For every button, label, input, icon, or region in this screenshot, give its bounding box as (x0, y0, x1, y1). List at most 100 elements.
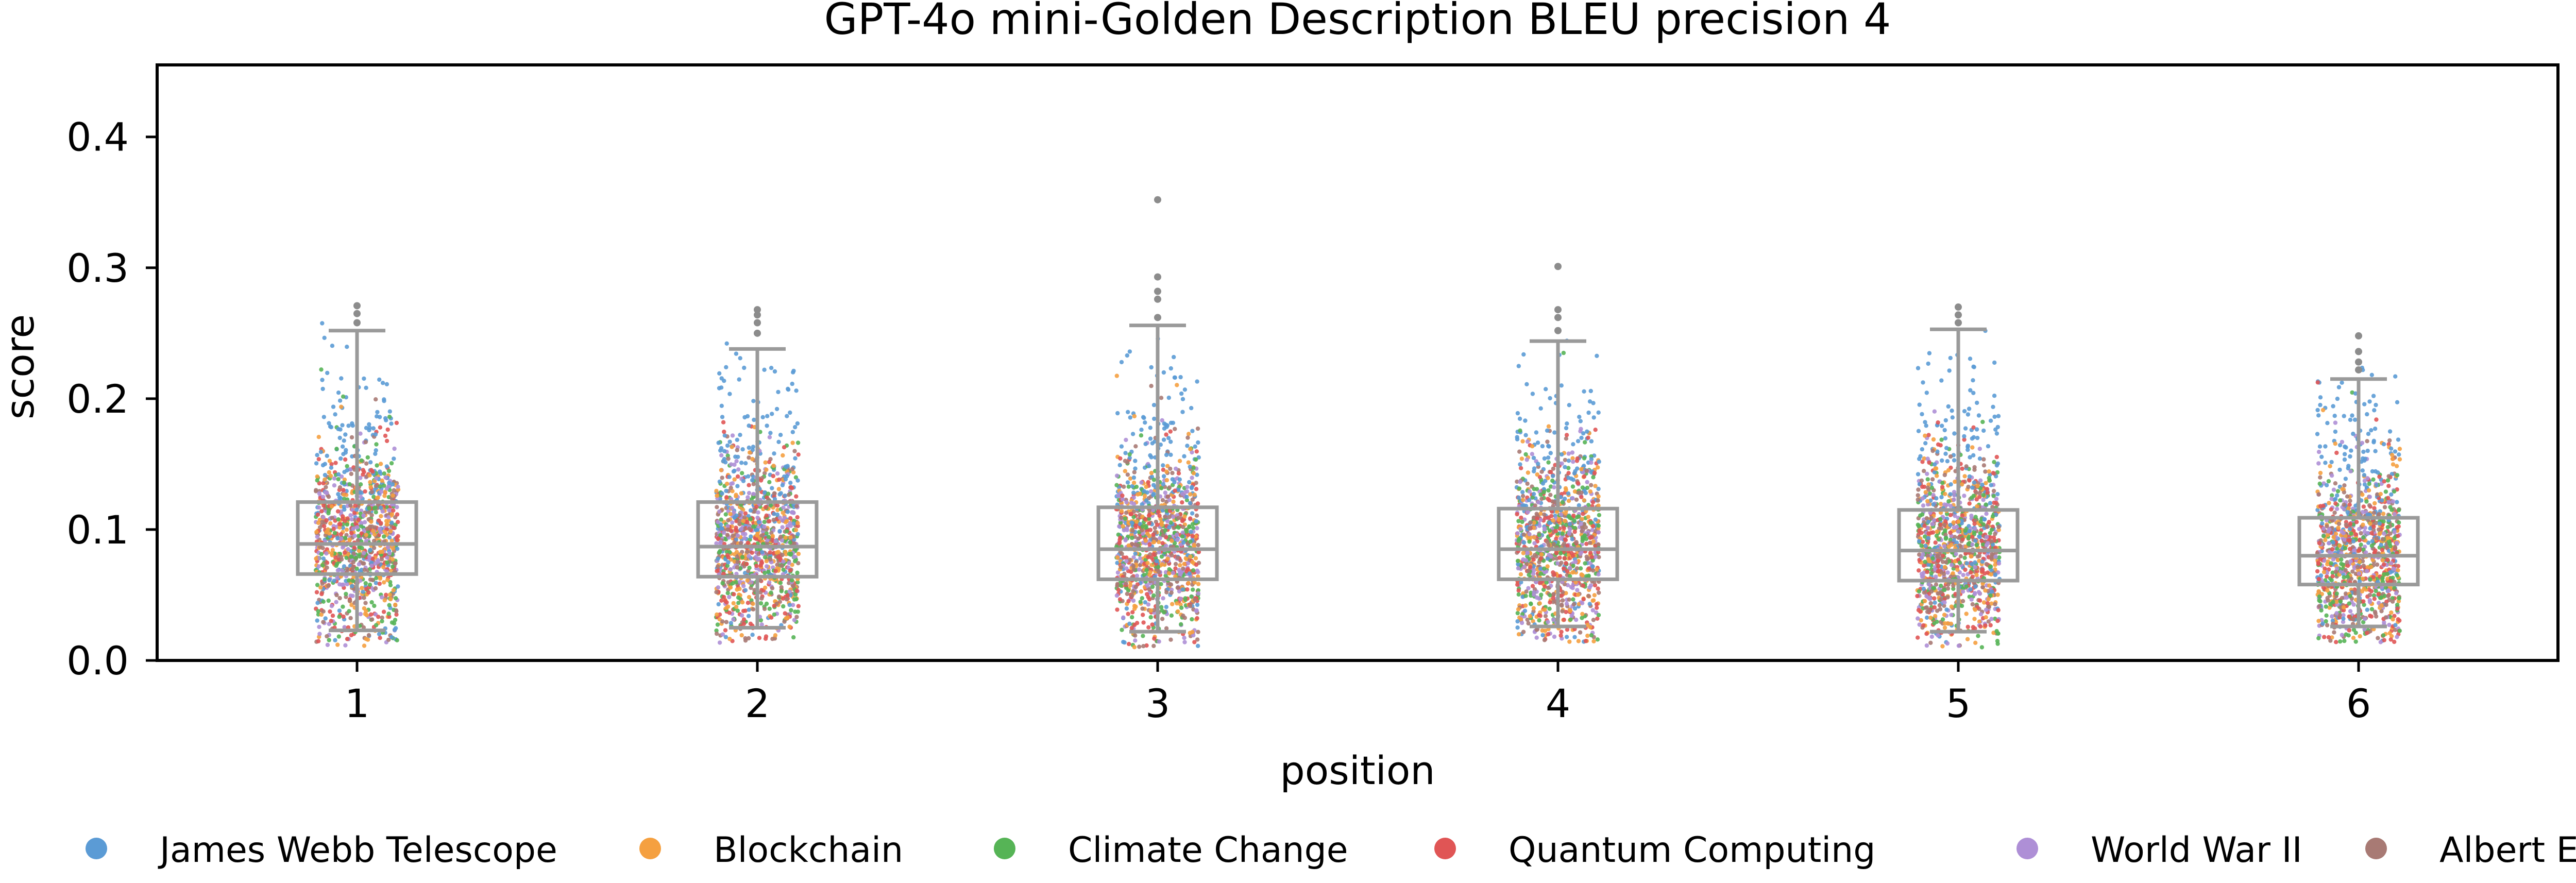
strip-point (1142, 415, 1146, 420)
strip-point (1180, 534, 1185, 539)
strip-point (1164, 605, 1168, 609)
strip-point (756, 556, 761, 562)
strip-point (775, 563, 779, 567)
strip-point (325, 634, 329, 639)
strip-point (731, 601, 736, 606)
strip-point (326, 509, 331, 514)
strip-point (330, 344, 335, 348)
strip-point (1145, 592, 1149, 597)
strip-point (1515, 512, 1519, 517)
strip-point (743, 638, 748, 643)
strip-point (1122, 484, 1126, 489)
strip-point (768, 431, 773, 435)
strip-point (1590, 564, 1595, 569)
strip-point (1571, 442, 1575, 447)
strip-point (358, 490, 362, 495)
strip-point (1124, 559, 1129, 564)
strip-point (321, 415, 326, 419)
strip-point (376, 495, 380, 500)
strip-point (374, 623, 379, 627)
strip-point (794, 615, 799, 619)
strip-point (719, 453, 724, 457)
strip-point (370, 469, 375, 474)
strip-point (1125, 353, 1129, 358)
strip-point (773, 633, 778, 638)
strip-point (793, 592, 798, 597)
strip-point (1534, 430, 1539, 435)
strip-point (1186, 460, 1191, 465)
strip-point (1554, 551, 1559, 556)
strip-point (377, 518, 381, 523)
strip-point (1136, 536, 1141, 541)
strip-point (1563, 457, 1568, 463)
strip-point (737, 377, 741, 382)
strip-point (387, 409, 392, 414)
strip-point (1530, 452, 1534, 456)
strip-point (1148, 615, 1153, 620)
strip-point (1143, 420, 1147, 425)
strip-point (1583, 561, 1587, 566)
strip-point (1173, 427, 1177, 431)
strip-point (1943, 436, 1948, 440)
strip-point (1570, 537, 1574, 541)
strip-point (763, 636, 768, 641)
strip-point (1117, 597, 1123, 602)
strip-point (336, 517, 341, 522)
strip-point (1578, 551, 1583, 556)
strip-point (342, 507, 347, 512)
strip-point (364, 533, 368, 537)
strip-point (788, 540, 792, 545)
strip-point (1127, 349, 1132, 354)
strip-point (1130, 615, 1134, 620)
strip-point (1569, 551, 1574, 555)
strip-point (1170, 538, 1174, 543)
strip-point (1515, 582, 1520, 587)
strip-point (1172, 480, 1177, 485)
strip-point (763, 460, 768, 465)
strip-point (741, 519, 746, 523)
strip-point (781, 505, 786, 510)
strip-point (1962, 434, 1967, 439)
strip-point (326, 495, 331, 499)
strip-point (347, 482, 352, 487)
strip-point (1532, 535, 1536, 540)
strip-point (358, 476, 363, 480)
strip-point (349, 435, 354, 440)
strip-point (382, 598, 387, 603)
strip-point (1591, 568, 1596, 573)
strip-point (1523, 418, 1528, 423)
strip-point (788, 535, 793, 540)
strip-point (747, 450, 752, 455)
strip-point (1571, 602, 1577, 607)
strip-point (1124, 566, 1129, 571)
strip-point (1551, 473, 1555, 479)
strip-point (1129, 520, 1134, 525)
strip-point (715, 612, 719, 617)
strip-point (387, 481, 392, 485)
strip-point (1547, 498, 1552, 503)
strip-point (1596, 613, 1601, 618)
strip-point (1195, 379, 1199, 384)
strip-point (770, 586, 775, 591)
strip-point (393, 618, 398, 622)
strip-point (1163, 528, 1167, 533)
strip-point (1196, 591, 1201, 596)
strip-point (1916, 493, 1920, 498)
strip-point (1542, 638, 1547, 642)
strip-point (751, 491, 756, 497)
strip-point (776, 567, 781, 571)
strip-point (1536, 500, 1541, 505)
strip-point (363, 489, 367, 494)
strip-point (1163, 514, 1167, 519)
strip-point (1196, 630, 1200, 634)
strip-point (762, 524, 767, 529)
strip-point (1977, 456, 1982, 461)
strip-point (724, 365, 728, 369)
strip-point (364, 461, 369, 466)
strip-point (744, 562, 749, 567)
strip-point (1532, 553, 1537, 557)
strip-point (1545, 428, 1550, 433)
strip-point (332, 476, 337, 481)
strip-point (333, 555, 338, 560)
strip-point (1155, 559, 1159, 564)
